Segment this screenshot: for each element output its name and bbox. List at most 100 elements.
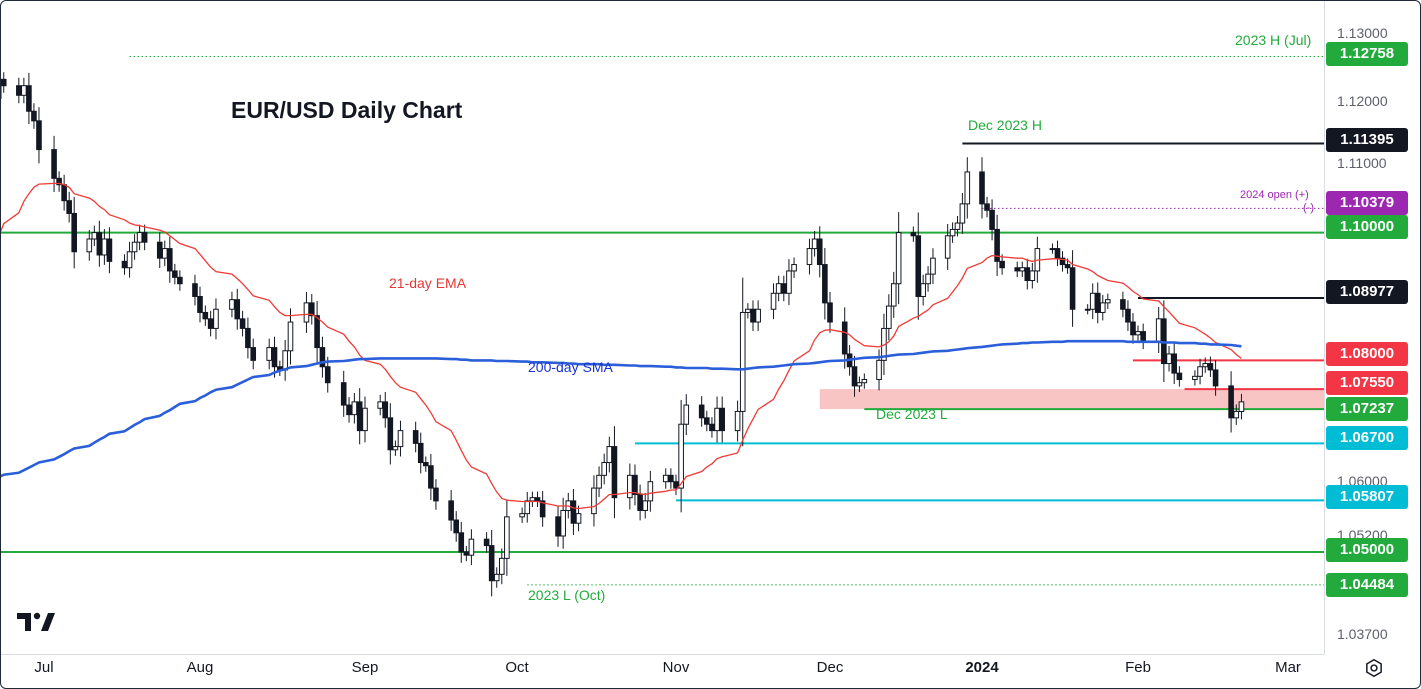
- candle-up: [524, 500, 531, 515]
- candle-down: [167, 248, 173, 272]
- x-tick-label: Jul: [34, 659, 54, 676]
- candle-down: [570, 500, 577, 524]
- candle-up: [876, 359, 882, 381]
- candle-down: [555, 516, 561, 537]
- candle-down: [31, 110, 37, 122]
- candle-up: [739, 311, 746, 412]
- price-badge: 1.06700: [1326, 426, 1408, 450]
- candle-down: [915, 235, 922, 297]
- candle-down: [202, 311, 209, 320]
- candle-down: [239, 318, 246, 329]
- candle-down: [56, 177, 62, 186]
- candle-down: [448, 500, 454, 521]
- candle-up: [791, 264, 797, 272]
- candle-down: [356, 401, 363, 432]
- candle-down: [319, 347, 326, 368]
- candle-down: [207, 318, 214, 329]
- candle-up: [1197, 366, 1203, 377]
- candle-up: [101, 238, 108, 256]
- candle-down: [382, 401, 389, 419]
- candle-up: [303, 302, 310, 323]
- candle-down: [324, 366, 331, 384]
- x-tick-label: 2024: [965, 659, 999, 676]
- candle-up: [683, 404, 690, 425]
- candle-up: [647, 481, 654, 502]
- candle-up: [627, 474, 633, 499]
- candle-down: [346, 404, 352, 416]
- candle-down: [26, 85, 32, 112]
- candle-down: [534, 497, 541, 502]
- candle-up: [770, 292, 777, 310]
- candle-up: [959, 203, 966, 224]
- candle-down: [423, 462, 429, 467]
- candle-up: [575, 513, 582, 524]
- candle-down: [1176, 372, 1183, 381]
- candle-down: [827, 302, 833, 323]
- candle-down: [1207, 363, 1214, 371]
- level-label-2024-open-minus: (-): [1303, 202, 1314, 214]
- candle-down: [483, 538, 490, 547]
- candle-up: [734, 410, 741, 432]
- y-tick-label: 1.13000: [1337, 25, 1388, 41]
- candle-up: [282, 350, 288, 371]
- settings-gear-icon[interactable]: [1363, 657, 1385, 679]
- candle-down: [1024, 267, 1031, 282]
- candle-up: [21, 85, 27, 96]
- price-badge: 1.05807: [1326, 485, 1408, 509]
- candle-down: [66, 200, 72, 214]
- level-label-2023-high: 2023 H (Jul): [1235, 32, 1312, 48]
- candle-down: [387, 417, 394, 451]
- candle-up: [1155, 318, 1162, 342]
- candle-up: [266, 347, 272, 361]
- candle-down: [1125, 308, 1131, 323]
- candle-up: [944, 235, 951, 259]
- candle-up: [1084, 308, 1091, 311]
- candle-up: [925, 273, 931, 285]
- candle-down: [453, 519, 459, 534]
- price-axis-separator: [1324, 1, 1325, 654]
- price-badge: 1.10000: [1326, 215, 1408, 239]
- candle-down: [1094, 292, 1101, 313]
- candle-down: [16, 85, 22, 96]
- level-label-dec-low: Dec 2023 L: [876, 406, 948, 422]
- candle-up: [755, 308, 761, 323]
- candle-down: [637, 493, 643, 511]
- candle-down: [106, 238, 113, 262]
- candle-up: [1019, 267, 1026, 272]
- y-tick-label: 1.03700: [1337, 626, 1388, 642]
- candle-down: [1059, 257, 1066, 266]
- tradingview-logo-icon: [17, 612, 55, 631]
- candle-down: [841, 321, 848, 355]
- candle-down: [1054, 248, 1061, 259]
- candle-up: [351, 401, 358, 416]
- candle-down: [1, 78, 7, 87]
- candle-up: [136, 232, 143, 243]
- candle-down: [1212, 369, 1219, 387]
- candle-up: [895, 232, 902, 285]
- candle-up: [1192, 375, 1198, 381]
- candle-down: [979, 171, 985, 205]
- candle-down: [51, 149, 57, 179]
- candle-up: [806, 248, 813, 266]
- candle-down: [314, 315, 320, 349]
- sma-200-line: [1, 339, 1242, 478]
- candle-down: [673, 481, 679, 489]
- x-tick-label: Sep: [351, 659, 379, 676]
- candle-down: [340, 382, 347, 406]
- price-badge: 1.07237: [1326, 397, 1408, 421]
- candle-up: [1135, 331, 1141, 336]
- candle-down: [192, 283, 198, 297]
- candle-up: [642, 500, 649, 511]
- candle-up: [213, 308, 219, 329]
- candle-down: [417, 442, 424, 464]
- candle-up: [861, 379, 868, 384]
- candle-down: [458, 532, 465, 553]
- candle-down: [433, 487, 439, 502]
- candle-down: [632, 474, 638, 495]
- candle-up: [601, 462, 607, 476]
- candle-down: [121, 260, 128, 269]
- candle-down: [709, 423, 715, 432]
- candle-up: [362, 407, 368, 432]
- candle-down: [250, 347, 257, 361]
- time-axis-separator: [1, 654, 1324, 655]
